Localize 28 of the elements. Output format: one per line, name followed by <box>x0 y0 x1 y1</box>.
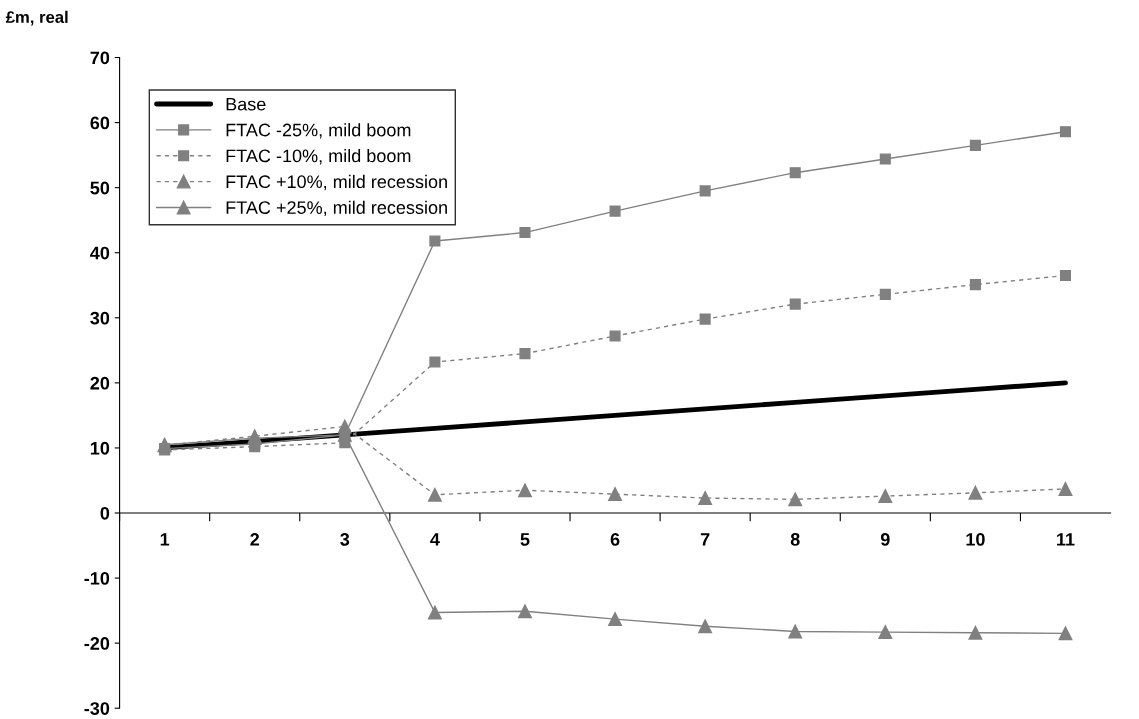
y-tick-label: 10 <box>90 441 110 455</box>
y-tick-label: 30 <box>90 311 110 325</box>
y-tick-label: 60 <box>90 116 110 130</box>
x-tick-label: 8 <box>790 533 800 546</box>
x-tick-label: 4 <box>430 533 440 546</box>
x-tick-label: 9 <box>880 533 890 546</box>
legend-label: FTAC +25%, mild recession <box>226 200 447 217</box>
y-tick-label: 20 <box>90 376 110 390</box>
legend-label: FTAC +10%, mild recession <box>226 174 447 191</box>
y-tick-label: 40 <box>90 246 110 260</box>
y-tick-label: 0 <box>100 506 110 520</box>
y-axis-title: £m, real <box>5 10 68 26</box>
x-tick-label: 3 <box>340 533 350 546</box>
x-tick-label: 5 <box>520 533 530 546</box>
x-tick-label: 6 <box>610 533 620 546</box>
y-tick-label: -20 <box>84 637 110 650</box>
x-tick-label: 2 <box>250 533 260 546</box>
legend-label: FTAC -25%, mild boom <box>226 123 411 139</box>
x-tick-label: 11 <box>1057 533 1075 546</box>
legend-label: FTAC -10%, mild boom <box>226 148 411 165</box>
x-tick-label: 1 <box>160 533 170 546</box>
y-tick-label: -30 <box>84 702 110 715</box>
x-tick-label: 10 <box>966 533 985 546</box>
y-tick-label: 50 <box>90 181 110 195</box>
legend-label: Base <box>226 97 266 111</box>
y-tick-label: -10 <box>84 572 110 585</box>
x-tick-label: 7 <box>700 533 710 546</box>
y-tick-label: 70 <box>90 51 110 65</box>
